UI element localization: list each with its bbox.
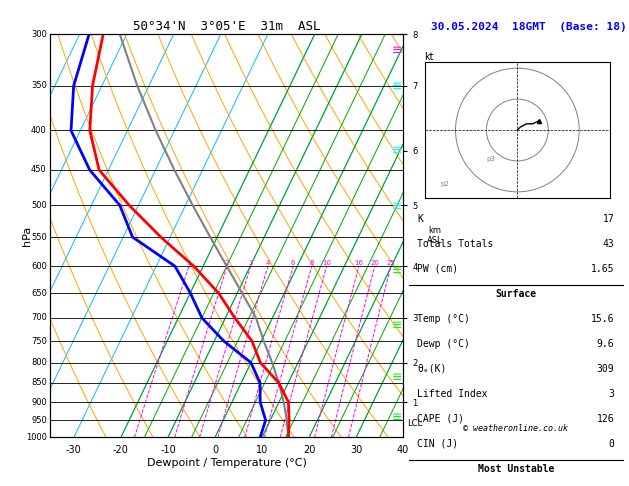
Text: 309: 309 xyxy=(596,364,614,374)
Text: Lifted Index: Lifted Index xyxy=(418,389,488,399)
Text: 40: 40 xyxy=(397,446,409,455)
Text: 450: 450 xyxy=(31,165,47,174)
Text: Surface: Surface xyxy=(495,289,537,298)
Text: 300: 300 xyxy=(31,30,47,38)
Text: 126: 126 xyxy=(596,414,614,424)
Text: 650: 650 xyxy=(31,289,47,297)
Text: PW (cm): PW (cm) xyxy=(418,263,459,274)
Text: CAPE (J): CAPE (J) xyxy=(418,414,464,424)
Y-axis label: km
ASL: km ASL xyxy=(426,226,442,245)
Text: CIN (J): CIN (J) xyxy=(418,438,459,449)
Text: 2: 2 xyxy=(225,260,229,266)
Text: 350: 350 xyxy=(31,81,47,90)
Text: Totals Totals: Totals Totals xyxy=(418,239,494,248)
Text: 10: 10 xyxy=(322,260,331,266)
Text: Temp (°C): Temp (°C) xyxy=(418,313,470,324)
Text: 600: 600 xyxy=(31,262,47,271)
Text: ≡: ≡ xyxy=(391,144,402,157)
Text: 1.65: 1.65 xyxy=(591,263,614,274)
Text: 900: 900 xyxy=(31,398,47,407)
Text: 400: 400 xyxy=(31,126,47,135)
Text: 850: 850 xyxy=(31,379,47,387)
Text: 4: 4 xyxy=(265,260,270,266)
Text: ≡: ≡ xyxy=(391,411,402,424)
Text: 30.05.2024  18GMT  (Base: 18): 30.05.2024 18GMT (Base: 18) xyxy=(431,22,626,32)
Text: 8: 8 xyxy=(309,260,314,266)
Text: 500: 500 xyxy=(31,201,47,209)
Text: 0: 0 xyxy=(212,446,218,455)
Text: 1000: 1000 xyxy=(26,433,47,442)
Text: 700: 700 xyxy=(31,313,47,322)
Text: 0: 0 xyxy=(608,438,614,449)
Text: hPa: hPa xyxy=(23,226,32,246)
Text: -20: -20 xyxy=(113,446,129,455)
Text: ≡: ≡ xyxy=(391,200,402,213)
Text: Most Unstable: Most Unstable xyxy=(477,464,554,474)
Text: 16: 16 xyxy=(354,260,364,266)
Text: -10: -10 xyxy=(160,446,176,455)
Text: 550: 550 xyxy=(31,233,47,242)
Text: 9.6: 9.6 xyxy=(596,339,614,348)
Text: 25: 25 xyxy=(386,260,395,266)
Title: 50°34'N  3°05'E  31m  ASL: 50°34'N 3°05'E 31m ASL xyxy=(133,20,321,33)
Text: kt: kt xyxy=(425,52,434,62)
Text: 3: 3 xyxy=(248,260,253,266)
Text: 43: 43 xyxy=(603,239,614,248)
Text: 10: 10 xyxy=(256,446,268,455)
Text: θₑ(K): θₑ(K) xyxy=(418,364,447,374)
Text: 15.6: 15.6 xyxy=(591,313,614,324)
Text: p2: p2 xyxy=(440,181,448,187)
Text: © weatheronline.co.uk: © weatheronline.co.uk xyxy=(464,424,568,434)
Text: p3: p3 xyxy=(486,156,495,162)
Text: 750: 750 xyxy=(31,336,47,346)
Text: 17: 17 xyxy=(603,213,614,224)
Text: 30: 30 xyxy=(350,446,362,455)
Text: 800: 800 xyxy=(31,358,47,367)
Text: 20: 20 xyxy=(370,260,379,266)
Text: LCL: LCL xyxy=(407,419,422,428)
Text: Dewp (°C): Dewp (°C) xyxy=(418,339,470,348)
Text: ≡: ≡ xyxy=(391,263,402,277)
X-axis label: Dewpoint / Temperature (°C): Dewpoint / Temperature (°C) xyxy=(147,458,307,468)
Text: 6: 6 xyxy=(291,260,296,266)
Text: ≡: ≡ xyxy=(391,319,402,332)
Text: 950: 950 xyxy=(31,416,47,425)
Text: ≡: ≡ xyxy=(391,44,402,57)
Text: ≡: ≡ xyxy=(391,371,402,384)
Text: 20: 20 xyxy=(303,446,315,455)
Text: -30: -30 xyxy=(66,446,82,455)
Text: 1: 1 xyxy=(187,260,191,266)
Text: 3: 3 xyxy=(608,389,614,399)
Text: K: K xyxy=(418,213,423,224)
Text: ≡: ≡ xyxy=(391,80,402,93)
